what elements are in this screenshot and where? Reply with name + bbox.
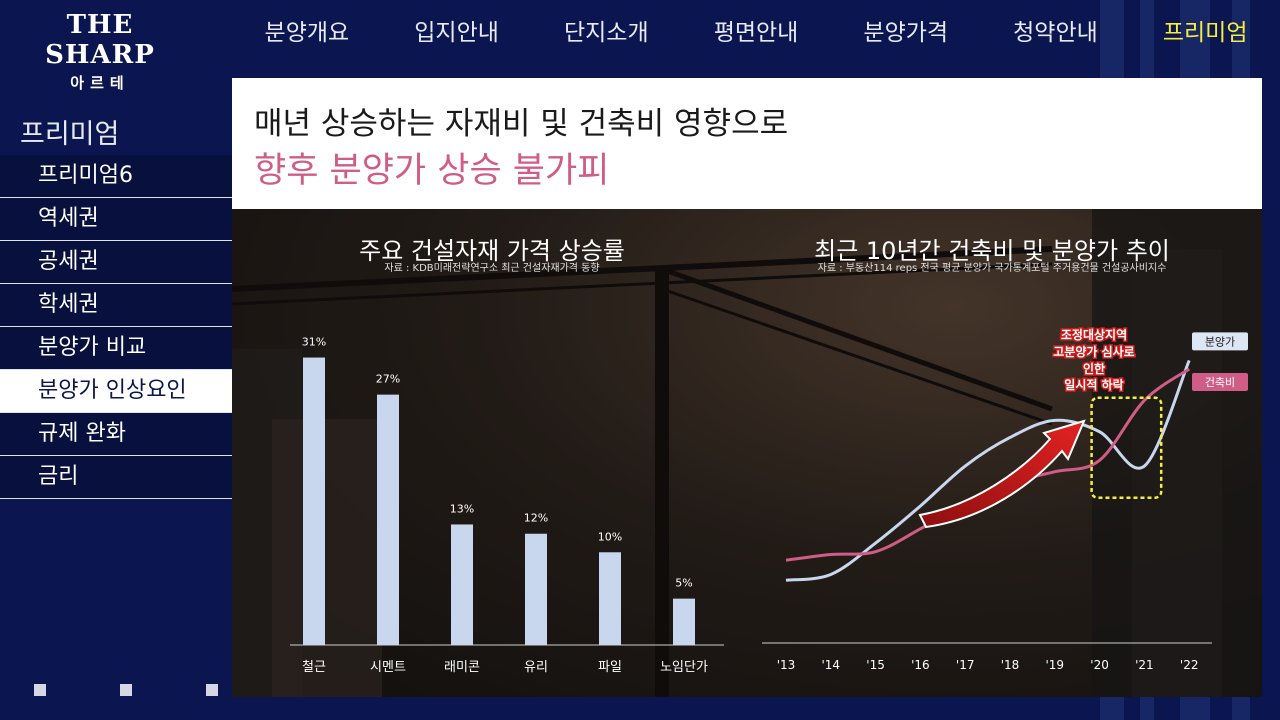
sidebar-item-school[interactable]: 학세권 [0,284,232,327]
x-tick-label: '17 [956,658,975,672]
sale-price-line [785,359,1191,582]
construction-photo: 주요 건설자재 가격 상승률 자료 : KDB미래전략연구소 최근 건설자재가격… [232,209,1262,697]
legend-build-cost: 건축비 [1205,376,1235,389]
legend-sale-price: 분양가 [1205,335,1235,348]
x-tick-label: '19 [1046,658,1065,672]
bar-5 [673,598,695,645]
sidebar-item-interest[interactable]: 금리 [0,456,232,499]
nav-item-overview[interactable]: 분양개요 [264,20,350,46]
rising-trend-arrow [918,419,1086,529]
bar-2 [451,524,473,645]
nav-item-price[interactable]: 분양가격 [863,20,949,46]
headline-box: 매년 상승하는 자재비 및 건축비 영향으로 향후 분양가 상승 불가피 [232,78,1262,209]
x-tick-label: '13 [777,658,796,672]
headline-line2: 향후 분양가 상승 불가피 [254,151,610,191]
bar-value-label: 12% [524,512,548,525]
left-chart-title: 주요 건설자재 가격 상승률 [359,237,625,265]
bar-3 [525,533,547,645]
headline-line1: 매년 상승하는 자재비 및 건축비 영향으로 [254,106,789,142]
bar-category-label: 래미콘 [444,660,480,675]
legend-sale-price-box [1192,332,1248,351]
brand-logo[interactable]: THE SHARP 아르테 [20,10,180,93]
dip-highlight-box [1090,396,1163,499]
bar-category-label: 철근 [302,660,326,675]
x-tick-label: '14 [822,658,841,672]
bar-value-label: 13% [450,502,474,515]
bar-value-label: 5% [675,577,692,590]
right-chart-source: 자료 : 부동산114 reps 전국 평균 분양가 국가통계포털 주거용건물 … [817,263,1167,274]
dip-annotation-line: 조정대상지역 [1061,327,1127,342]
right-chart-title: 최근 10년간 건축비 및 분양가 추이 [814,237,1170,265]
material-price-bar-chart: 31% 철근 27% 시멘트 13% 래미콘 12% 유리 10% 파일 5% 노임단가 [290,336,724,675]
bar-value-label: 27% [376,373,400,386]
nav-item-complex[interactable]: 단지소개 [563,20,649,46]
x-tick-label: '21 [1135,658,1154,672]
sidebar-title: 프리미엄 [20,119,120,150]
x-tick-label: '16 [911,658,930,672]
bar-category-label: 유리 [524,660,548,675]
bar-value-label: 10% [598,530,622,543]
dip-annotation-line: 인한 [1083,361,1105,376]
bar-category-label: 시멘트 [370,660,406,675]
x-tick-label: '15 [866,658,885,672]
sidebar-item-price-compare[interactable]: 분양가 비교 [0,327,232,370]
legend-build-cost-box [1192,372,1248,391]
bar-4 [599,552,621,645]
dip-annotation-line: 고분양가 심사로 [1053,344,1134,359]
bar-0 [303,357,325,645]
bar-value-label: 31% [302,336,326,349]
nav-item-location[interactable]: 입지안내 [414,20,499,46]
pager-dot[interactable] [34,684,46,696]
nav-item-floorplan[interactable]: 평면안내 [713,20,799,46]
pager-dot[interactable] [206,684,218,696]
sidebar-menu: 프리미엄6 역세권 공세권 학세권 분양가 비교 분양가 인상요인 규제 완화 … [0,155,232,499]
bar-category-label: 노임단가 [660,660,708,675]
x-tick-label: '18 [1001,658,1020,672]
dip-annotation-line: 일시적 하락 [1064,377,1123,392]
sidebar-item-deregulation[interactable]: 규제 완화 [0,413,232,456]
sidebar-item-price-factor[interactable]: 분양가 인상요인 [0,370,232,413]
top-nav: 분양개요 입지안내 단지소개 평면안내 분양가격 청약안내 프리미엄 [232,0,1280,66]
content-area: 매년 상승하는 자재비 및 건축비 영향으로 향후 분양가 상승 불가피 주요 … [232,78,1262,697]
left-chart-source: 자료 : KDB미래전략연구소 최근 건설자재가격 동향 [384,263,600,274]
x-tick-label: '22 [1180,658,1199,672]
crane-illustration [232,209,1262,697]
sidebar-item-park[interactable]: 공세권 [0,241,232,284]
nav-item-premium[interactable]: 프리미엄 [1162,20,1248,46]
brand-name: THE SHARP [45,10,155,70]
brand-sub: 아르테 [70,74,130,92]
bar-category-label: 파일 [598,660,622,675]
x-tick-label: '20 [1090,658,1109,672]
nav-item-subscription[interactable]: 청약안내 [1013,20,1098,46]
pager-dot[interactable] [120,684,132,696]
sidebar-item-premium6[interactable]: 프리미엄6 [0,155,232,198]
sidebar-item-station[interactable]: 역세권 [0,198,232,241]
bar-1 [377,394,399,645]
